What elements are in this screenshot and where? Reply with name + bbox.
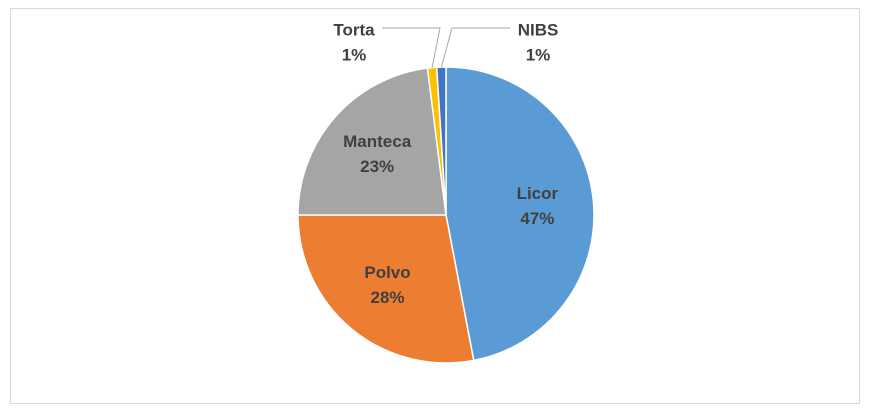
slice-value-label: 1% [526, 45, 551, 64]
slice-label: Licor [517, 184, 559, 203]
slice-value-label: 47% [520, 209, 554, 228]
slice-label: Torta [333, 20, 375, 39]
leader-line [440, 27, 510, 68]
slice-value-label: 1% [342, 45, 367, 64]
pie-slice [445, 66, 595, 362]
leader-line [382, 27, 441, 68]
slice-value-label: 28% [370, 288, 404, 307]
slice-value-label: 23% [360, 157, 394, 176]
slice-label: NIBS [518, 20, 559, 39]
pie-slice [297, 67, 447, 216]
slice-label: Manteca [343, 132, 412, 151]
pie-slice [297, 214, 475, 364]
slice-label: Polvo [364, 263, 410, 282]
